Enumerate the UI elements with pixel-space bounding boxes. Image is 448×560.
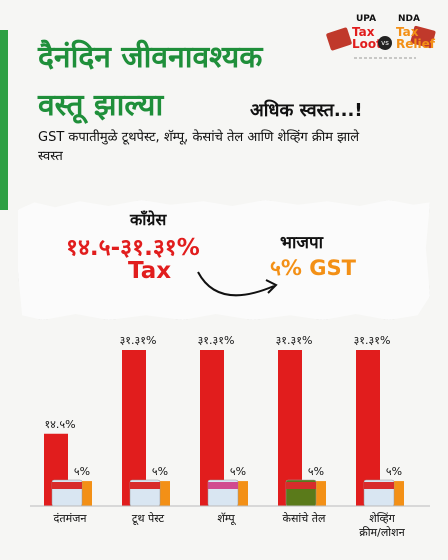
category-label: शॅम्पू: [217, 512, 236, 526]
bar-old-tax-label: ३१.३१%: [198, 334, 235, 347]
bar-gst-label: ५%: [308, 465, 324, 478]
bar-gst-label: ५%: [152, 465, 168, 478]
product-band-icon: [208, 482, 238, 489]
bar-old-tax-label: ३१.३१%: [120, 334, 157, 347]
accent-bar: [0, 30, 8, 210]
product-band-icon: [286, 482, 316, 489]
product-band-icon: [130, 482, 160, 489]
bjp-gst-value: ५% GST: [270, 256, 356, 280]
category-label: क्रीम/लोशन: [359, 526, 405, 539]
category-label: केसांचे तेल: [283, 512, 326, 525]
congress-range: १४.५-३१.३१%: [66, 235, 200, 261]
category-label: दंतमंजन: [54, 512, 88, 525]
bar-gst-label: ५%: [230, 465, 246, 478]
logo-upa: UPA: [356, 14, 377, 24]
bar-old-tax-label: ३१.३१%: [276, 334, 313, 347]
comparison-card: काँग्रेस १४.५-३१.३१% Tax भाजपा ५% GST: [18, 200, 430, 320]
bar-gst-label: ५%: [74, 465, 90, 478]
headline-line1: दैनंदिन जीवनावश्यक: [38, 40, 263, 75]
product-band-icon: [52, 482, 82, 489]
congress-tax: Tax: [128, 258, 172, 284]
logo-upa-bold: Tax Loot: [352, 25, 382, 51]
headline-line2-small: अधिक स्वस्त...!: [250, 100, 363, 121]
congress-label: काँग्रेस: [130, 210, 167, 229]
category-label: टूथ पेस्ट: [132, 512, 165, 526]
product-band-icon: [364, 482, 394, 489]
bar-old-tax-label: ३१.३१%: [354, 334, 391, 347]
bjp-label: भाजपा: [280, 233, 324, 253]
logo-vs: vs: [378, 36, 392, 50]
category-label: शेव्हिंग: [369, 512, 395, 525]
brand-logo: UPA Tax Loot vs NDA Tax Relief: [326, 12, 438, 70]
subtitle: GST कपातीमुळे टूथपेस्ट, शॅम्पू, केसांचे …: [38, 130, 360, 164]
headline-line2: वस्तू झाल्या: [38, 88, 164, 123]
logo-graphic: [326, 25, 436, 59]
bar-gst-label: ५%: [386, 465, 402, 478]
bar-chart: १४.५% ५% दंतमंजन ३१.३१% ५% टूथ पेस्ट ३१.३१% ५% श…: [30, 334, 430, 539]
logo-nda-bold: Tax Relief: [396, 25, 435, 51]
bar-old-tax-label: १४.५%: [44, 418, 75, 431]
logo-nda: NDA: [398, 14, 420, 24]
